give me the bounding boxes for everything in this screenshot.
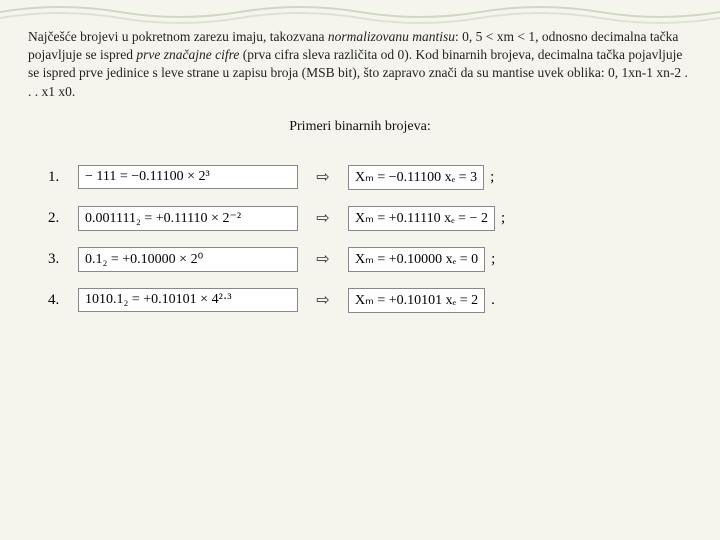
italic-normalizovanu: normalizovanu mantisu — [328, 29, 455, 44]
examples-grid: 1. − 111 = −0.11100 × 2³ ⇨ Xₘ = −0.11100… — [48, 165, 692, 313]
arrow-icon: ⇨ — [298, 208, 348, 228]
row-terminator: . — [491, 292, 495, 309]
para-lead: Najčešće brojevi u pokretnom zarezu imaj… — [28, 29, 328, 44]
lhs-expression-box: 0.001111₂ = +0.11110 × 2⁻² — [78, 206, 298, 231]
result-box: Xₘ = +0.10101 xₑ = 2 — [348, 288, 485, 313]
result-cell: Xₘ = −0.11100 xₑ = 3 ; — [348, 165, 628, 190]
lhs-expression-box: 1010.1₂ = +0.10101 × 4²·³ — [78, 288, 298, 312]
lhs-expression-box: 0.1₂ = +0.10000 × 2⁰ — [78, 247, 298, 272]
row-terminator: ; — [491, 251, 495, 268]
lhs-expression-box: − 111 = −0.11100 × 2³ — [78, 165, 298, 189]
arrow-icon: ⇨ — [298, 249, 348, 269]
row-number: 1. — [48, 169, 78, 186]
row-terminator: ; — [501, 210, 505, 227]
slide-content: Najčešće brojevi u pokretnom zarezu imaj… — [0, 0, 720, 323]
row-number: 3. — [48, 251, 78, 268]
result-box: Xₘ = +0.10000 xₑ = 0 — [348, 247, 485, 272]
examples-subtitle: Primeri binarnih brojeva: — [28, 119, 692, 135]
italic-prve-znacajne: prve značajne cifre — [136, 47, 239, 62]
result-cell: Xₘ = +0.10000 xₑ = 0 ; — [348, 247, 628, 272]
result-box: Xₘ = −0.11100 xₑ = 3 — [348, 165, 484, 190]
arrow-icon: ⇨ — [298, 167, 348, 187]
row-number: 4. — [48, 292, 78, 309]
row-number: 2. — [48, 210, 78, 227]
result-cell: Xₘ = +0.10101 xₑ = 2 . — [348, 288, 628, 313]
result-box: Xₘ = +0.11110 xₑ = − 2 — [348, 206, 495, 231]
result-cell: Xₘ = +0.11110 xₑ = − 2 ; — [348, 206, 628, 231]
row-terminator: ; — [490, 169, 494, 186]
main-paragraph: Najčešće brojevi u pokretnom zarezu imaj… — [28, 28, 692, 101]
arrow-icon: ⇨ — [298, 290, 348, 310]
